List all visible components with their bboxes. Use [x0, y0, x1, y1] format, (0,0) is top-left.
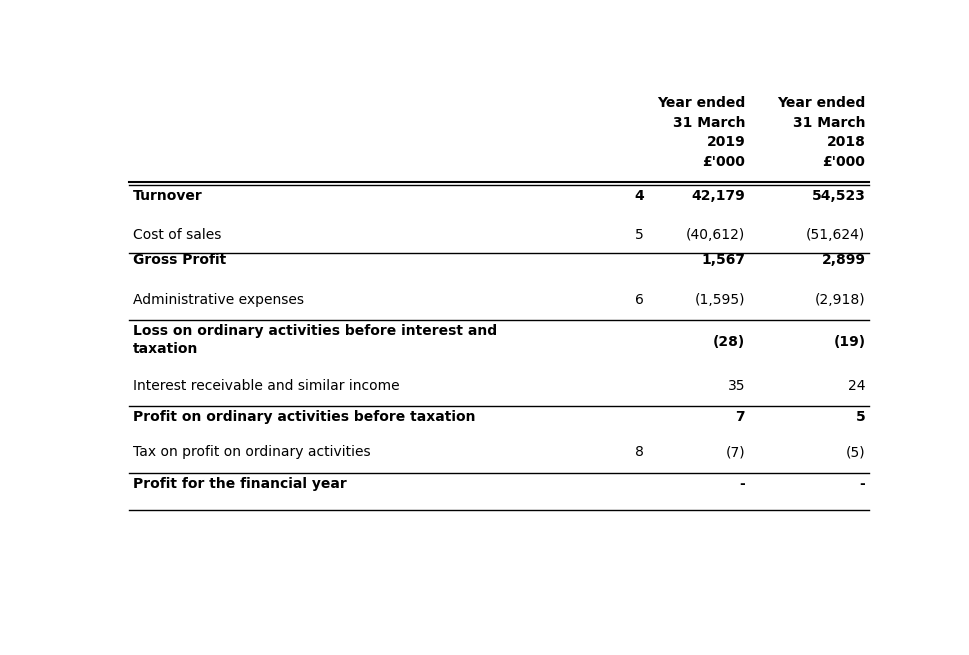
Text: -: -: [738, 477, 744, 491]
Text: 42,179: 42,179: [691, 189, 744, 203]
Text: Gross Profit: Gross Profit: [133, 253, 226, 267]
Text: (2,918): (2,918): [814, 293, 864, 307]
Text: 4: 4: [634, 189, 643, 203]
Text: Tax on profit on ordinary activities: Tax on profit on ordinary activities: [133, 445, 370, 459]
Text: (51,624): (51,624): [805, 229, 864, 242]
Text: Year ended
31 March
2019
£'000: Year ended 31 March 2019 £'000: [656, 96, 744, 169]
Text: -: -: [859, 477, 864, 491]
Text: 35: 35: [727, 379, 744, 393]
Text: (7): (7): [725, 445, 744, 459]
Text: 54,523: 54,523: [811, 189, 864, 203]
Text: Turnover: Turnover: [133, 189, 203, 203]
Text: 7: 7: [735, 410, 744, 424]
Text: Loss on ordinary activities before interest and
taxation: Loss on ordinary activities before inter…: [133, 324, 496, 356]
Text: Profit on ordinary activities before taxation: Profit on ordinary activities before tax…: [133, 410, 475, 424]
Text: Administrative expenses: Administrative expenses: [133, 293, 303, 307]
Text: (19): (19): [832, 335, 864, 349]
Text: 2,899: 2,899: [821, 253, 864, 267]
Text: (1,595): (1,595): [694, 293, 744, 307]
Text: 5: 5: [635, 229, 643, 242]
Text: Year ended
31 March
2018
£'000: Year ended 31 March 2018 £'000: [776, 96, 864, 169]
Text: 1,567: 1,567: [701, 253, 744, 267]
Text: 8: 8: [634, 445, 643, 459]
Text: (40,612): (40,612): [685, 229, 744, 242]
Text: Cost of sales: Cost of sales: [133, 229, 221, 242]
Text: Interest receivable and similar income: Interest receivable and similar income: [133, 379, 398, 393]
Text: 24: 24: [847, 379, 864, 393]
Text: Profit for the financial year: Profit for the financial year: [133, 477, 346, 491]
Text: 5: 5: [855, 410, 864, 424]
Text: (5): (5): [845, 445, 864, 459]
Text: 6: 6: [634, 293, 643, 307]
Text: (28): (28): [712, 335, 744, 349]
